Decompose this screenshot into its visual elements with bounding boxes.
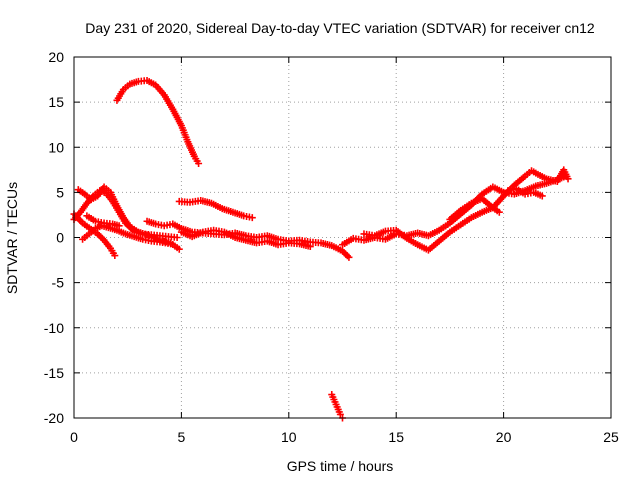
data-point: [111, 252, 119, 260]
y-tick-label: 5: [56, 184, 64, 200]
series-arc-11: [339, 172, 570, 249]
y-tick-label: -15: [44, 365, 64, 381]
data-point: [115, 222, 123, 230]
data-point: [564, 175, 572, 183]
x-tick-label: 25: [603, 429, 619, 445]
x-tick-label: 0: [70, 429, 78, 445]
x-axis-label: GPS time / hours: [287, 458, 394, 474]
data-point: [167, 240, 175, 248]
data-point: [495, 208, 503, 216]
tick-layer: 0 5 10 15 20 25 -20 -15 -10 -5 0 5 10 15 20: [44, 49, 619, 445]
data-point: [336, 410, 344, 418]
grid-layer: [74, 57, 611, 418]
series-arc-5: [83, 212, 123, 230]
series-arc-10: [328, 391, 346, 422]
data-point: [173, 234, 181, 241]
data-point: [538, 192, 546, 200]
y-tick-label: -10: [44, 320, 64, 336]
series-arc-13: [446, 195, 503, 223]
series-arc-14: [504, 185, 546, 200]
y-tick-label: 20: [48, 49, 64, 65]
y-tick-label: 0: [56, 230, 64, 246]
x-tick-label: 10: [281, 429, 297, 445]
y-tick-label: 15: [48, 94, 64, 110]
data-point: [345, 253, 353, 261]
x-tick-label: 5: [178, 429, 186, 445]
series-arc-9: [175, 196, 256, 222]
y-tick-label: -5: [52, 275, 65, 291]
data-point: [175, 245, 183, 253]
y-axis-label: SDTVAR / TECUs: [4, 182, 20, 294]
data-point: [195, 159, 203, 167]
data-point: [248, 214, 256, 222]
y-tick-label: 10: [48, 139, 64, 155]
y-tick-label: -20: [44, 410, 64, 426]
series-arc-8: [177, 226, 314, 251]
data-layer: [70, 76, 572, 422]
x-tick-label: 15: [388, 429, 404, 445]
x-tick-label: 20: [496, 429, 512, 445]
series-arc-6: [113, 76, 203, 167]
chart-title: Day 231 of 2020, Sidereal Day-to-day VTE…: [85, 20, 595, 36]
data-point: [306, 243, 314, 251]
